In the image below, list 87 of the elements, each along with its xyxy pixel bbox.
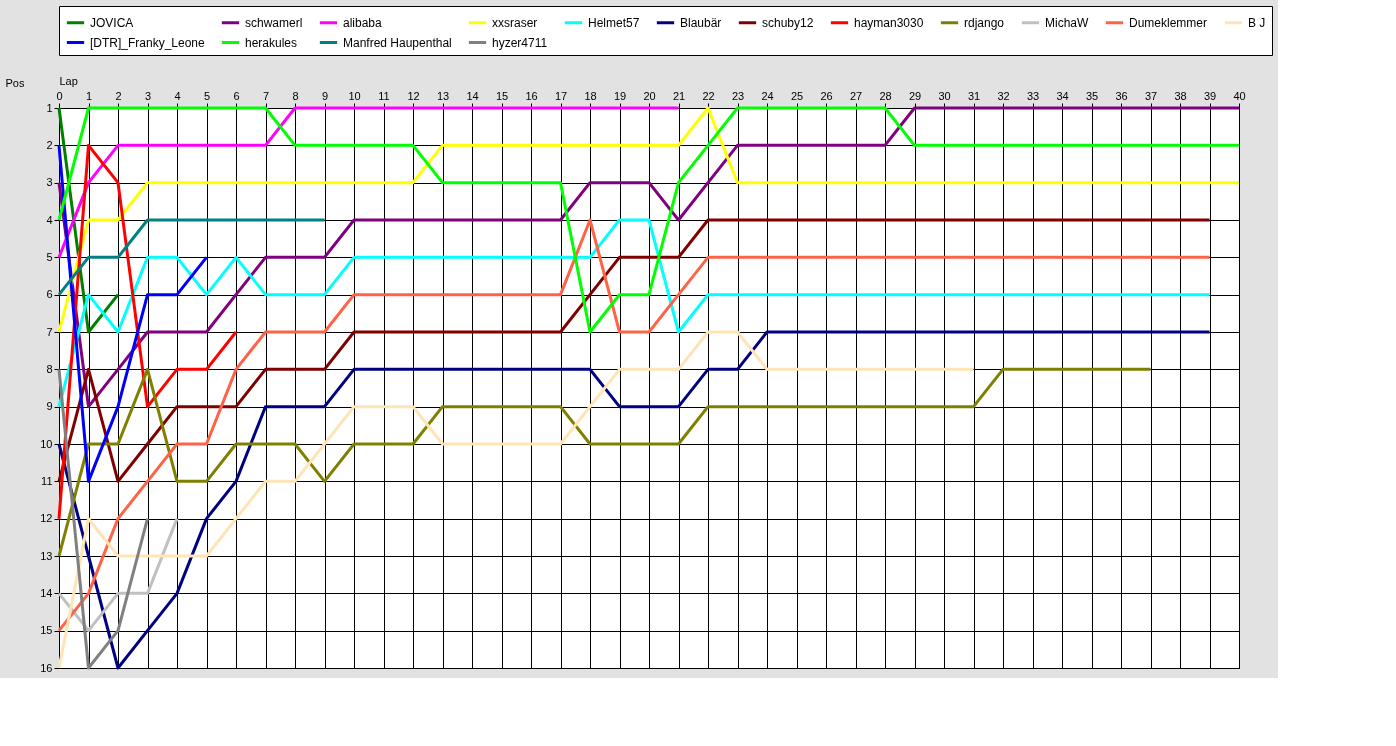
x-tick-label: 1 [85,89,93,102]
x-tick-label: 36 [1115,89,1128,102]
x-tick-label: 19 [613,89,627,102]
x-tick-label: 22 [702,89,715,102]
legend-label: xxsraser [492,15,538,30]
x-tick-label: 31 [967,89,981,102]
legend-label: hayman3030 [854,15,924,30]
x-tick-label: 35 [1085,89,1099,102]
x-tick-label: 30 [938,89,951,102]
x-tick-label: 16 [525,89,538,102]
x-tick-label: 40 [1233,89,1246,102]
line-series [57,218,1211,483]
line-series [57,143,208,483]
x-tick-label: 21 [672,89,686,102]
x-tick-label: 17 [554,89,568,102]
y-axis-title: Pos [5,76,25,89]
legend-label: Blaubär [680,15,722,30]
y-tick-label: 13 [40,549,53,562]
x-tick-label: 39 [1203,89,1217,102]
x-axis-title: Lap [59,74,78,87]
x-tick-label: 37 [1144,89,1158,102]
x-tick-label: 32 [997,89,1010,102]
x-tick-label: 20 [643,89,656,102]
legend-label: MichaW [1045,15,1090,30]
x-tick-label: 11 [378,89,390,102]
line-series [57,218,1211,633]
line-series [57,330,1211,670]
y-tick-label: 5 [46,250,53,263]
y-tick-label: 1 [46,101,53,114]
legend-label: JOVICA [90,15,134,30]
x-tick-label: 33 [1026,89,1040,102]
legend-label: alibaba [343,15,383,30]
x-tick-label: 6 [233,89,240,102]
legend-label: B J [1248,15,1266,30]
x-tick-label: 9 [321,89,329,102]
legend-label: hyzer4711 [492,35,548,50]
x-tick-label: 7 [262,89,270,102]
legend-label: Helmet57 [588,15,640,30]
y-tick-label: 12 [40,512,53,525]
line-series [57,106,1241,334]
x-tick-label: 8 [292,89,299,102]
line-series [57,143,238,521]
legend-label: schuby12 [762,15,814,30]
x-tick-label: 29 [908,89,922,102]
y-tick-label: 11 [41,474,53,487]
x-tick-label: 3 [144,89,152,102]
x-tick-label: 27 [849,89,863,102]
legend-label: rdjango [964,15,1005,30]
line-series [57,218,1211,409]
x-tick-label: 15 [495,89,509,102]
y-tick-label: 8 [46,362,53,375]
x-tick-label: 5 [203,89,211,102]
x-tick-label: 13 [436,89,450,102]
y-tick-label: 14 [40,586,53,599]
line-series [57,106,1241,409]
y-tick-label: 4 [46,213,53,226]
y-tick-label: 2 [46,138,53,151]
line-series [57,367,1152,558]
x-tick-label: 26 [820,89,833,102]
x-tick-label: 10 [348,89,361,102]
x-tick-label: 38 [1174,89,1187,102]
x-tick-label: 34 [1056,89,1069,102]
legend-label: herakules [245,35,298,50]
y-tick-label: 10 [40,437,53,450]
legend-label: Manfred Haupenthal [343,35,452,50]
y-tick-label: 7 [46,325,53,338]
x-tick-label: 23 [731,89,745,102]
x-tick-label: 14 [466,89,479,102]
x-tick-label: 24 [761,89,774,102]
line-series [57,106,680,259]
legend-label: [DTR]_Franky_Leone [90,35,206,50]
x-tick-label: 18 [584,89,597,102]
y-tick-label: 3 [46,176,53,189]
legend-label: Dumeklemmer [1129,15,1208,30]
x-tick-label: 4 [174,89,181,102]
y-tick-label: 15 [40,624,53,637]
line-series [57,330,975,670]
y-tick-label: 9 [46,400,53,413]
y-tick-label: 16 [40,661,53,674]
legend-label: schwamerl [245,15,303,30]
x-tick-label: 2 [115,89,122,102]
line-series [57,367,149,670]
x-tick-label: 12 [407,89,420,102]
x-tick-label: 28 [879,89,892,102]
x-tick-label: 0 [56,89,63,102]
x-tick-label: 25 [790,89,804,102]
y-tick-label: 6 [46,288,53,301]
